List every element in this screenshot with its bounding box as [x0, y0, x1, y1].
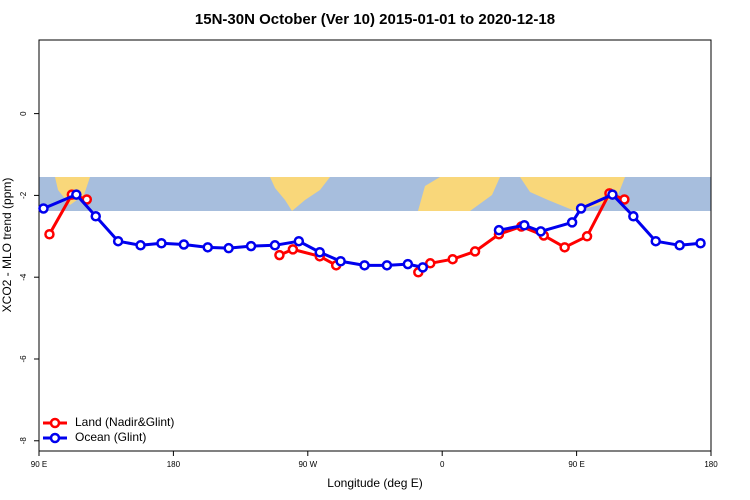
data-point [493, 224, 505, 236]
data-point [274, 249, 285, 261]
data-point [156, 238, 167, 249]
x-tick-label: 0 [440, 460, 445, 469]
data-point [269, 240, 281, 251]
data-point [381, 260, 393, 271]
data-point [519, 220, 530, 231]
legend-label: Ocean (Glint) [75, 430, 146, 444]
data-point [287, 244, 299, 255]
y-tick-label: -4 [19, 273, 28, 281]
data-point [607, 189, 618, 200]
x-tick-label: 90 W [298, 460, 317, 469]
data-point [38, 203, 49, 214]
land-shape [520, 177, 625, 211]
x-tick-label: 90 E [568, 460, 584, 469]
data-point [559, 242, 570, 253]
land-shape [418, 177, 500, 211]
data-point [44, 229, 55, 240]
y-tick-label: -6 [19, 355, 28, 363]
data-point [619, 194, 630, 205]
data-point [359, 260, 370, 271]
data-point [469, 246, 481, 257]
data-point [447, 253, 458, 265]
data-point [135, 240, 146, 251]
data-point [71, 189, 82, 200]
data-point [202, 242, 213, 253]
y-tick-label: -8 [19, 437, 28, 445]
map-band [39, 177, 711, 211]
legend-label: Land (Nadir&Glint) [75, 415, 174, 429]
legend-marker [49, 417, 61, 429]
plot-frame [38, 39, 712, 452]
data-point [566, 217, 578, 228]
data-point [293, 235, 305, 247]
data-point [178, 239, 190, 250]
data-point [417, 262, 429, 273]
data-point [314, 246, 325, 258]
x-tick-label: 90 E [31, 460, 47, 469]
data-point [81, 194, 93, 205]
data-point [650, 235, 661, 247]
legend-marker [49, 432, 61, 444]
x-tick-label: 180 [704, 460, 718, 469]
data-point [695, 238, 706, 249]
data-point [581, 231, 593, 242]
data-point [223, 242, 234, 254]
data-point [90, 211, 101, 222]
x-axis-label: Longitude (deg E) [327, 476, 422, 490]
chart-title: 15N-30N October (Ver 10) 2015-01-01 to 2… [195, 11, 555, 28]
data-point [628, 211, 639, 222]
data-point [402, 258, 414, 270]
data-point [112, 235, 124, 247]
y-tick-label: -2 [19, 191, 28, 199]
data-point [535, 226, 547, 237]
x-tick-label: 180 [167, 460, 181, 469]
data-point [245, 240, 257, 252]
y-tick-label: 0 [19, 111, 28, 116]
y-axis-label: XCO2 - MLO trend (ppm) [0, 178, 14, 313]
data-point [425, 258, 436, 269]
land-shape [270, 177, 330, 211]
data-point [335, 255, 346, 267]
data-point [674, 240, 685, 251]
data-point [575, 203, 587, 214]
